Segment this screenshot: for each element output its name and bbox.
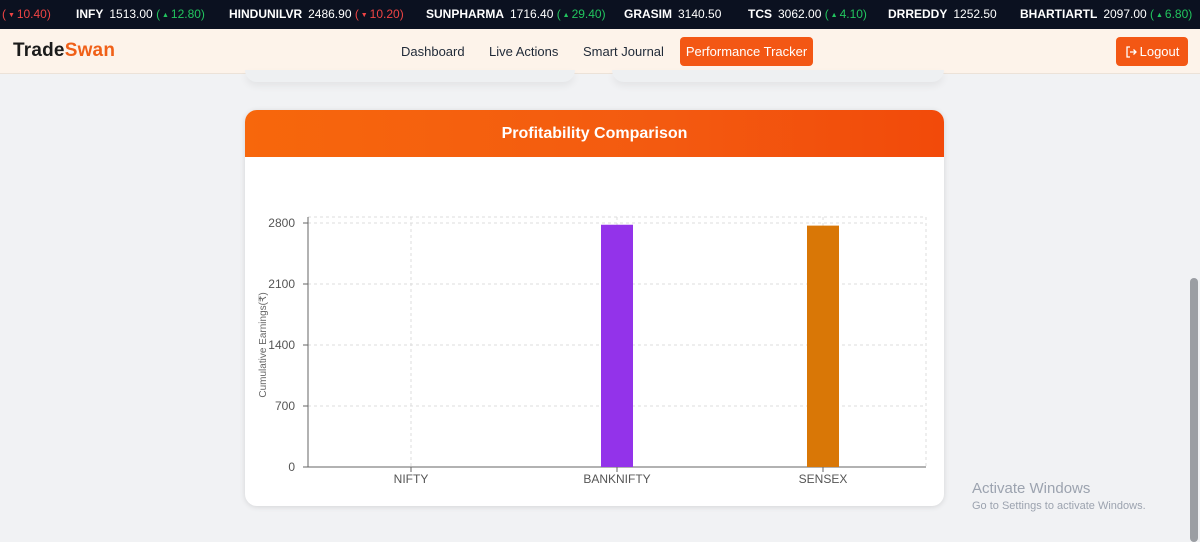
logout-button[interactable]: Logout bbox=[1116, 37, 1188, 66]
ticker-change: ( ▲ 4.10) bbox=[821, 7, 867, 21]
y-tick-label: 0 bbox=[288, 460, 295, 474]
activate-windows-watermark: Activate Windows Go to Settings to activ… bbox=[972, 480, 1146, 512]
profitability-card: Profitability Comparison 0 700 1400 2100 280… bbox=[245, 110, 944, 506]
bar-sensex bbox=[807, 225, 839, 467]
nav-link-performance-tracker[interactable]: Performance Tracker bbox=[680, 37, 813, 66]
ticker-change: ( ▲ 6.80) bbox=[1146, 7, 1193, 21]
nav-link-smart-journal[interactable]: Smart Journal bbox=[583, 44, 664, 59]
x-tick-label: BANKNIFTY bbox=[583, 472, 650, 486]
y-tick-label: 2800 bbox=[268, 216, 295, 230]
ticker-symbol: BHARTIARTL bbox=[1020, 7, 1098, 21]
ticker-symbol: INFY bbox=[76, 7, 104, 21]
ticker-item: SUNPHARMA 1716.40 ( ▲ 29.40) bbox=[426, 8, 606, 22]
ticker-symbol: HINDUNILVR bbox=[229, 7, 303, 21]
ticker-item: BHARTIARTL 2097.00 ( ▲ 6.80) bbox=[1020, 8, 1192, 22]
arrow-down-icon: ▼ bbox=[6, 12, 17, 19]
ticker-price: 1716.40 bbox=[510, 7, 554, 21]
logout-label: Logout bbox=[1139, 44, 1180, 59]
stock-ticker: ( ▼ 10.40) INFY 1513.00 ( ▲ 12.80) HINDUNIL… bbox=[0, 0, 1200, 29]
y-axis-label: Cumulative Earnings(₹) bbox=[258, 292, 269, 397]
y-tick-label: 2100 bbox=[268, 277, 295, 291]
top-navbar: TradeSwan Dashboard Live Actions Smart J… bbox=[0, 29, 1200, 74]
x-tick-label: SENSEX bbox=[799, 472, 848, 486]
ticker-change: ( ▼ 10.40) bbox=[2, 7, 51, 21]
logout-icon bbox=[1125, 46, 1137, 58]
ticker-item: TCS 3062.00 ( ▲ 4.10) bbox=[748, 8, 867, 22]
ticker-symbol: TCS bbox=[748, 7, 772, 21]
ticker-item: HINDUNILVR 2486.90 ( ▼ 10.20) bbox=[229, 8, 404, 22]
ticker-change: ( ▲ 12.80) bbox=[152, 7, 205, 21]
ticker-price: 1513.00 bbox=[109, 7, 153, 21]
nav-link-live-actions[interactable]: Live Actions bbox=[489, 44, 559, 59]
ticker-item: ( ▼ 10.40) bbox=[2, 8, 51, 22]
nav-link-dashboard[interactable]: Dashboard bbox=[401, 44, 465, 59]
ticker-price: 2097.00 bbox=[1103, 7, 1147, 21]
watermark-subtitle: Go to Settings to activate Windows. bbox=[972, 500, 1146, 512]
background-card-right bbox=[612, 70, 944, 82]
ticker-change: ( ▼ 10.20) bbox=[351, 7, 404, 21]
brand-part-1: Trade bbox=[13, 40, 65, 61]
profitability-chart: 0 700 1400 2100 2800 NIFTY BANKNIFTY SENSEX Cumu… bbox=[258, 216, 927, 486]
arrow-up-icon: ▲ bbox=[1154, 12, 1165, 19]
card-title: Profitability Comparison bbox=[245, 110, 944, 157]
ticker-price: 3140.50 bbox=[678, 7, 722, 21]
ticker-item: DRREDDY 1252.50 bbox=[888, 8, 997, 21]
ticker-item: GRASIM 3140.50 bbox=[624, 8, 721, 21]
ticker-symbol: SUNPHARMA bbox=[426, 7, 504, 21]
ticker-price: 1252.50 bbox=[953, 7, 997, 21]
brand-logo[interactable]: TradeSwan bbox=[13, 40, 115, 62]
watermark-title: Activate Windows bbox=[972, 480, 1091, 497]
ticker-price: 3062.00 bbox=[778, 7, 822, 21]
ticker-symbol: DRREDDY bbox=[888, 7, 948, 21]
arrow-up-icon: ▲ bbox=[560, 12, 572, 19]
brand-part-2: Swan bbox=[64, 40, 116, 61]
ticker-price: 2486.90 bbox=[308, 7, 352, 21]
arrow-up-icon: ▲ bbox=[828, 12, 840, 19]
scrollbar-thumb[interactable] bbox=[1190, 278, 1198, 542]
arrow-down-icon: ▼ bbox=[358, 12, 370, 19]
ticker-item: INFY 1513.00 ( ▲ 12.80) bbox=[76, 8, 205, 22]
arrow-up-icon: ▲ bbox=[160, 12, 171, 19]
ticker-change: ( ▲ 29.40) bbox=[553, 7, 606, 21]
bar-banknifty bbox=[601, 224, 633, 467]
background-card-left bbox=[245, 70, 575, 82]
y-tick-label: 1400 bbox=[268, 338, 295, 352]
y-tick-label: 700 bbox=[275, 399, 295, 413]
x-tick-label: NIFTY bbox=[394, 472, 429, 486]
ticker-symbol: GRASIM bbox=[624, 7, 672, 21]
